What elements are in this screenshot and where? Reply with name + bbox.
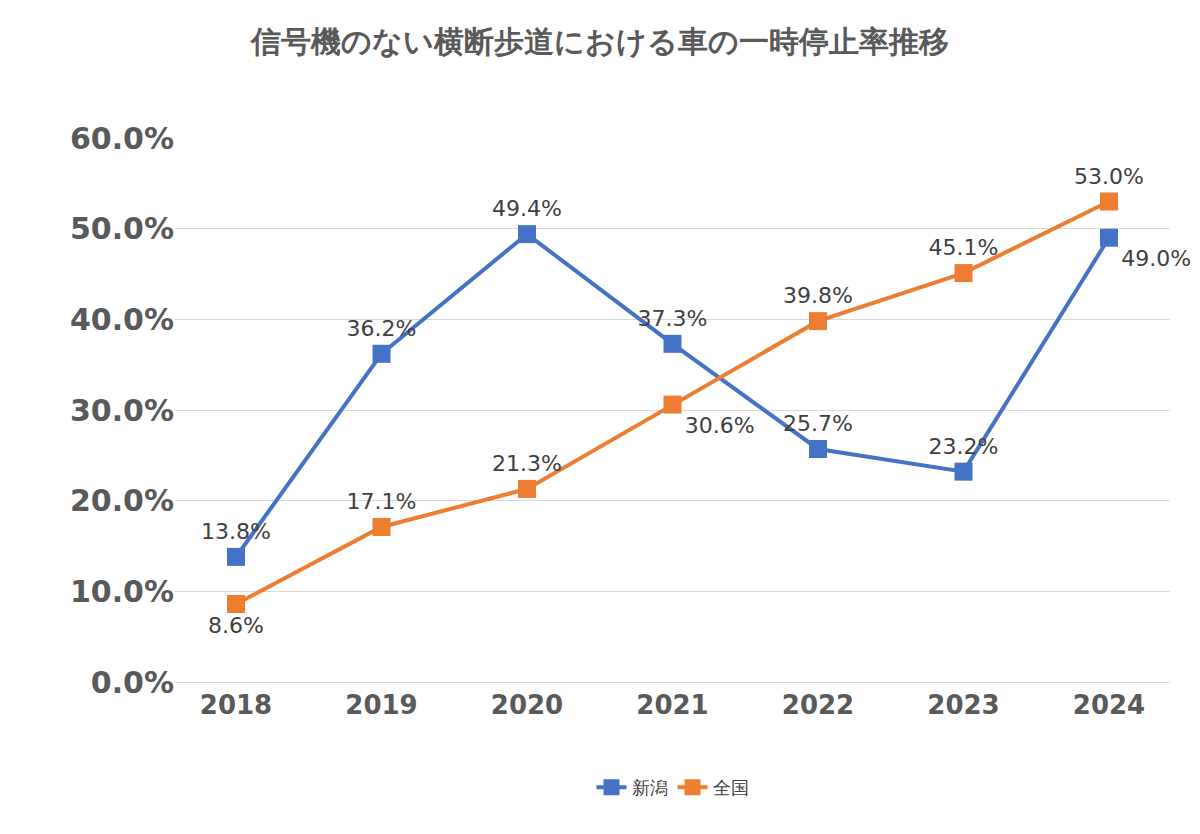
svg-text:10.0%: 10.0% (70, 574, 174, 609)
svg-text:8.6%: 8.6% (208, 613, 264, 638)
svg-text:45.1%: 45.1% (929, 235, 999, 260)
svg-text:37.3%: 37.3% (638, 306, 708, 331)
svg-text:信号機のない横断歩道における車の一時停止率推移: 信号機のない横断歩道における車の一時停止率推移 (250, 24, 949, 59)
svg-text:2024: 2024 (1073, 690, 1145, 720)
svg-text:49.0%: 49.0% (1121, 246, 1191, 271)
svg-text:2023: 2023 (927, 690, 999, 720)
svg-text:53.0%: 53.0% (1074, 164, 1144, 189)
svg-text:2018: 2018 (200, 690, 272, 720)
svg-text:21.3%: 21.3% (492, 451, 562, 476)
svg-text:13.8%: 13.8% (201, 519, 271, 544)
svg-text:全国: 全国 (713, 777, 749, 798)
svg-text:2021: 2021 (636, 690, 708, 720)
svg-text:25.7%: 25.7% (783, 411, 853, 436)
svg-text:20.0%: 20.0% (70, 483, 174, 518)
svg-text:36.2%: 36.2% (347, 316, 417, 341)
svg-text:2020: 2020 (491, 690, 563, 720)
svg-text:39.8%: 39.8% (783, 283, 853, 308)
svg-text:40.0%: 40.0% (70, 302, 174, 337)
svg-text:30.6%: 30.6% (685, 413, 755, 438)
svg-text:30.0%: 30.0% (70, 393, 174, 428)
svg-text:0.0%: 0.0% (91, 665, 174, 700)
svg-text:60.0%: 60.0% (70, 121, 174, 156)
svg-text:50.0%: 50.0% (70, 211, 174, 246)
svg-text:17.1%: 17.1% (347, 489, 417, 514)
svg-text:新潟: 新潟 (632, 777, 668, 798)
svg-text:2022: 2022 (782, 690, 854, 720)
svg-text:23.2%: 23.2% (929, 434, 999, 459)
svg-text:2019: 2019 (345, 690, 417, 720)
svg-text:49.4%: 49.4% (492, 196, 562, 221)
